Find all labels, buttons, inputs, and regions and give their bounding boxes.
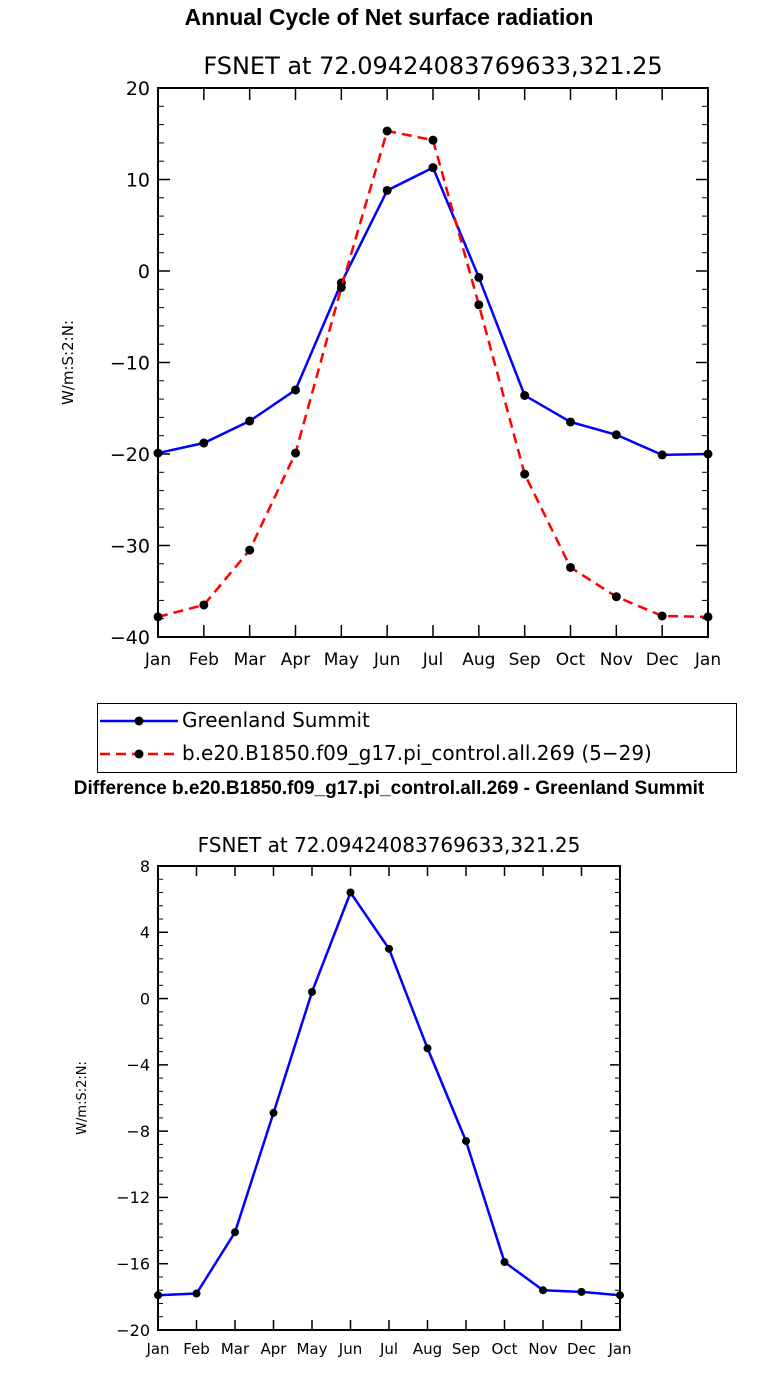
chart1-series-1-point — [291, 448, 300, 458]
chart1-ytick-label: −10 — [110, 352, 150, 374]
chart2-xtick-label: Aug — [413, 1340, 442, 1358]
chart1-legend: Greenland Summit b.e20.B1850.f09_g17.pi_… — [97, 703, 737, 773]
chart1-xtick-label: Nov — [600, 650, 633, 670]
chart2-xtick-label: Nov — [528, 1340, 557, 1358]
chart1-xtick-label: Aug — [462, 650, 495, 670]
chart2-series-0-point — [154, 1291, 162, 1300]
chart1-ytick-label: −30 — [110, 535, 150, 557]
chart2-series-0-point — [308, 987, 316, 996]
chart1-xtick-label: Jun — [373, 650, 401, 670]
chart2-ytick-label: 0 — [140, 989, 150, 1008]
chart1-series-1-point — [611, 592, 621, 602]
chart2-ytick-label: −20 — [116, 1321, 150, 1340]
chart1-ytick-label: 10 — [126, 169, 150, 191]
chart2-series-0-point — [462, 1137, 470, 1146]
chart2-title: Difference b.e20.B1850.f09_g17.pi_contro… — [73, 778, 705, 799]
chart1-xtick-label: Sep — [509, 650, 541, 670]
chart1-series-1-point — [703, 612, 713, 622]
chart1-xtick-label: May — [324, 650, 359, 670]
chart1-series-0-point — [382, 185, 392, 195]
chart1-series-1-point — [382, 126, 392, 136]
chart1-y-axis-label: W/m:S:2:N: — [59, 320, 77, 405]
chart2-xtick-label: May — [296, 1340, 327, 1358]
legend-label-greenland-summit: Greenland Summit — [182, 708, 370, 732]
chart2-xtick-label: Feb — [183, 1340, 210, 1358]
chart1-series-0-point — [245, 416, 255, 426]
chart1-series-0-point — [474, 272, 484, 282]
chart1-ytick-label: −40 — [110, 627, 150, 649]
chart1-ytick-label: 20 — [126, 78, 150, 100]
chart2-frame — [157, 865, 621, 1331]
chart2-subtitle: FSNET at 72.09424083769633,321.25 — [198, 833, 581, 857]
chart2-series-0-point — [539, 1286, 547, 1295]
chart2-ytick-label: 8 — [140, 857, 150, 876]
chart2-series-0-point — [385, 944, 393, 953]
chart1-series-1-point — [428, 135, 438, 145]
chart1-title: Annual Cycle of Net surface radiation — [184, 4, 594, 30]
chart1-series-0-point — [199, 438, 209, 448]
chart2-xtick-label: Apr — [261, 1340, 288, 1358]
chart1-series-0-point — [291, 385, 300, 395]
chart2-xtick-label: Jan — [607, 1340, 631, 1358]
chart1-series-1-point — [657, 611, 667, 621]
chart1-series-1-point — [336, 282, 346, 292]
chart2-ytick-label: −12 — [116, 1188, 150, 1207]
chart2-series-0-point — [231, 1228, 239, 1237]
chart1-xtick-label: Jan — [694, 650, 721, 670]
chart1-series-0-point — [153, 448, 163, 458]
chart2-y-axis-label: W/m:S:2:N: — [75, 1061, 90, 1135]
chart2-series-0-point — [346, 888, 355, 897]
legend-label-control: b.e20.B1850.f09_g17.pi_control.all.269 (… — [182, 741, 652, 765]
chart1-ytick-label: −20 — [110, 444, 150, 466]
chart1-series-0-point — [611, 430, 621, 440]
chart2-ytick-label: −4 — [126, 1056, 150, 1075]
chart2-series-0-point — [192, 1289, 201, 1298]
chart1-series-0-point — [566, 417, 575, 427]
chart1-series-0-point — [703, 449, 713, 459]
chart1-xtick-label: Jul — [422, 650, 444, 670]
chart1-xtick-label: Dec — [646, 650, 679, 670]
chart1-series-1-point — [245, 545, 255, 555]
chart1-xtick-label: Mar — [234, 650, 266, 670]
chart2-xtick-label: Sep — [452, 1340, 480, 1358]
chart1-series-0-point — [520, 390, 530, 400]
chart1-series-1-point — [566, 562, 575, 572]
chart2-xtick-label: Oct — [492, 1340, 518, 1358]
chart2-series-0-point — [269, 1108, 278, 1117]
chart2-series-0-point — [577, 1287, 586, 1296]
chart2-xtick-label: Dec — [567, 1340, 596, 1358]
chart2-ytick-label: −8 — [126, 1122, 150, 1141]
chart1-series-0-point — [428, 163, 438, 173]
chart2-series-0-point — [423, 1044, 432, 1053]
chart1-series-1-point — [199, 600, 209, 610]
chart2-series-0-line — [157, 889, 621, 1297]
chart1-series-0-point — [657, 450, 667, 460]
chart1-series-1-point — [474, 300, 484, 310]
legend-entry-greenland-summit: Greenland Summit — [98, 706, 736, 736]
chart2-ytick-label: −16 — [116, 1254, 150, 1273]
chart2-xtick-label: Mar — [221, 1340, 250, 1358]
chart2-xtick-label: Jan — [145, 1340, 169, 1358]
chart2-xtick-label: Jun — [338, 1340, 362, 1358]
chart2-series-0-point — [616, 1291, 624, 1300]
chart1-xtick-label: Oct — [556, 650, 586, 670]
chart2-series-0-point — [500, 1258, 509, 1267]
chart1-series-1-point — [520, 469, 530, 479]
legend-marker-control — [100, 749, 178, 759]
chart1-subtitle: FSNET at 72.09424083769633,321.25 — [203, 52, 662, 80]
legend-marker-greenland-summit — [100, 716, 178, 726]
chart2-xtick-label: Jul — [379, 1340, 398, 1358]
chart2-ytick-label: 4 — [140, 923, 150, 942]
chart1-xtick-label: Jan — [144, 650, 171, 670]
chart1-ytick-label: 0 — [138, 261, 150, 283]
chart1-xtick-label: Feb — [189, 650, 219, 670]
chart1-plot: FSNET at 72.09424083769633,321.25 W/m:S:2… — [59, 52, 721, 670]
legend-entry-control: b.e20.B1850.f09_g17.pi_control.all.269 (… — [98, 739, 736, 769]
chart1-series-1-point — [153, 612, 163, 622]
chart1-xtick-label: Apr — [281, 650, 310, 670]
